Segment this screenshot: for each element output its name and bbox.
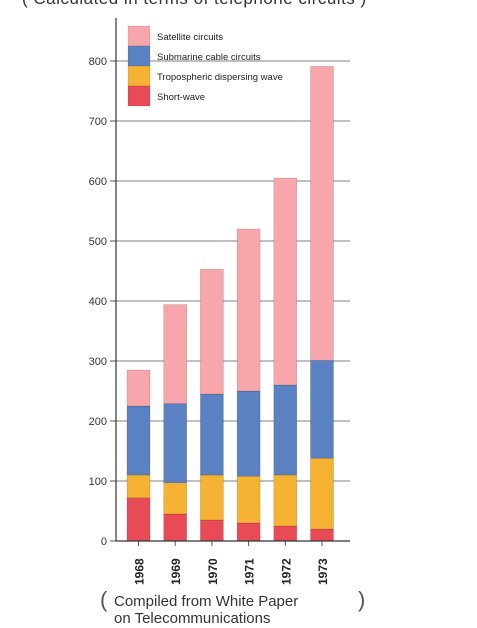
y-tick-label: 600 (89, 176, 107, 188)
y-tick-label: 800 (89, 56, 107, 68)
bar-segment-submarine-cable-circuits (163, 403, 187, 484)
bar-segment-satellite-circuits (126, 369, 151, 407)
close-paren-glyph: ) (358, 587, 366, 612)
y-tick-label: 400 (89, 296, 107, 308)
x-tick-label: 1970 (206, 558, 220, 585)
legend-label: Tropospheric dispersing wave (157, 72, 283, 83)
chart-caption: ( Calculated in terms of telephone circu… (22, 0, 462, 9)
y-tick-label: 0 (101, 536, 107, 548)
bar-segment-submarine-cable-circuits (236, 390, 261, 477)
axes: 0 100 200 300 400 500 600 700 800 1968 1969 1970 197… (89, 18, 350, 585)
legend-swatch (127, 85, 151, 107)
bar-segment-tropospheric-dispersing-wave (236, 475, 261, 524)
bar-segment-tropospheric-dispersing-wave (200, 474, 224, 521)
bar-segment-submarine-cable-circuits (273, 384, 298, 476)
legend-label: Satellite circuits (157, 32, 223, 43)
legend-swatch (127, 45, 151, 67)
y-tick-label: 100 (89, 476, 107, 488)
bar-segment-satellite-circuits (236, 228, 261, 392)
legend-label: Submarine cable circuits (157, 52, 261, 63)
bar-segment-short-wave (163, 513, 187, 542)
y-tick-label: 700 (89, 116, 107, 128)
source-line-2: on Telecommunications (114, 610, 271, 627)
bar-segment-satellite-circuits (163, 304, 187, 404)
legend-swatch (127, 25, 151, 47)
open-paren-glyph: ( (100, 587, 108, 612)
legend: Satellite circuits Submarine cable circui… (127, 25, 283, 107)
bar-segment-submarine-cable-circuits (200, 393, 224, 476)
x-tick-label: 1968 (133, 558, 147, 585)
y-tick-label: 200 (89, 416, 107, 428)
bar-segment-satellite-circuits (310, 66, 334, 361)
bars (126, 66, 334, 542)
bar-segment-satellite-circuits (200, 268, 224, 395)
y-tick-label: 300 (89, 356, 107, 368)
bar-segment-submarine-cable-circuits (126, 405, 151, 476)
x-tick-label: 1972 (279, 558, 293, 585)
bar-segment-short-wave (273, 525, 298, 542)
source-note: ( Compiled from White Paper on Telecommu… (100, 587, 368, 628)
bar-segment-tropospheric-dispersing-wave (126, 474, 151, 499)
bar-segment-tropospheric-dispersing-wave (163, 482, 187, 515)
legend-label: Short-wave (157, 92, 205, 103)
bar-segment-submarine-cable-circuits (310, 360, 334, 459)
bar-segment-short-wave (236, 522, 261, 542)
bar-segment-tropospheric-dispersing-wave (273, 474, 298, 527)
bar-segment-satellite-circuits (273, 177, 298, 386)
bar-segment-short-wave (200, 519, 224, 542)
bar-segment-short-wave (310, 528, 334, 542)
bar-segment-tropospheric-dispersing-wave (310, 457, 334, 530)
y-tick-label: 500 (89, 236, 107, 248)
x-tick-label: 1971 (243, 558, 257, 585)
legend-swatch (127, 65, 151, 87)
x-tick-label: 1973 (316, 558, 330, 585)
x-tick-label: 1969 (169, 558, 183, 585)
source-line-1: Compiled from White Paper (114, 593, 299, 610)
bar-segment-short-wave (126, 497, 151, 542)
